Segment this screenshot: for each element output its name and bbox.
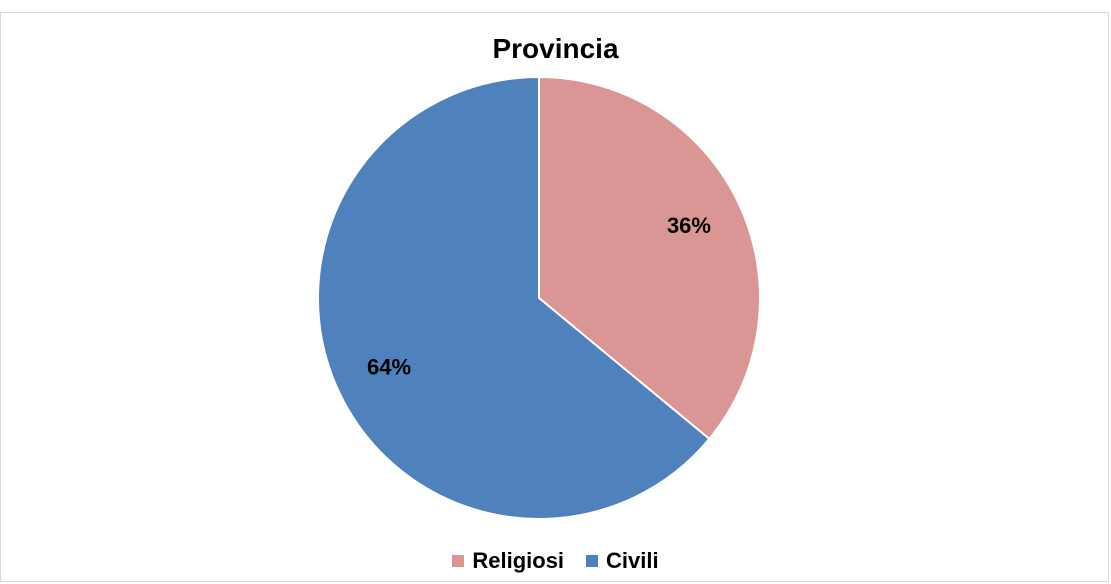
legend-swatch-civili — [586, 555, 599, 567]
pie-slices — [317, 75, 761, 520]
legend-swatch-religiosi — [452, 555, 465, 567]
pie-slice-religiosi — [538, 75, 761, 441]
pie-data-labels: 36% 64% — [367, 213, 711, 379]
chart-title: Provincia — [492, 33, 619, 64]
legend-label-religiosi: Religiosi — [472, 548, 565, 573]
data-label-religiosi: 36% — [667, 213, 711, 238]
chart-legend: Religiosi Civili — [0, 548, 1111, 574]
legend-item-civili: Civili — [586, 548, 659, 574]
legend-label-civili: Civili — [606, 548, 659, 573]
pie-slice-civili — [317, 75, 711, 520]
legend-item-religiosi: Religiosi — [452, 548, 564, 574]
data-label-civili: 64% — [367, 354, 411, 379]
